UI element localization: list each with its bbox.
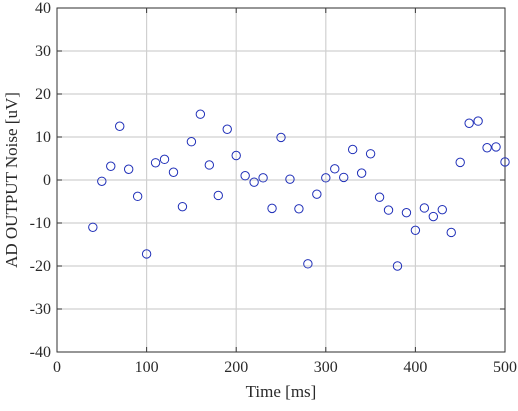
data-point bbox=[455, 157, 465, 168]
data-point bbox=[294, 204, 304, 214]
data-point bbox=[330, 164, 340, 174]
y-tick-label: -40 bbox=[30, 344, 51, 361]
data-point bbox=[106, 161, 116, 171]
y-tick-label: 20 bbox=[35, 86, 51, 103]
y-tick-label: -10 bbox=[30, 215, 51, 232]
x-tick-label: 300 bbox=[314, 359, 338, 376]
data-points bbox=[88, 109, 510, 271]
data-point bbox=[321, 173, 331, 183]
grid-lines bbox=[56, 7, 506, 353]
data-point bbox=[240, 171, 250, 181]
data-point bbox=[132, 191, 143, 202]
data-point bbox=[168, 167, 179, 177]
data-point bbox=[473, 116, 483, 126]
data-point bbox=[177, 201, 188, 212]
data-point bbox=[88, 222, 98, 233]
x-tick-label: 0 bbox=[53, 359, 61, 376]
data-point bbox=[347, 144, 358, 155]
x-tick-label: 100 bbox=[135, 359, 159, 376]
data-point bbox=[97, 176, 107, 186]
y-tick-label: -20 bbox=[30, 258, 51, 275]
data-point bbox=[392, 261, 403, 271]
data-point bbox=[123, 164, 134, 174]
data-point bbox=[285, 174, 295, 184]
data-point bbox=[428, 211, 439, 222]
data-point bbox=[446, 227, 456, 238]
data-point bbox=[195, 109, 206, 119]
data-point bbox=[410, 225, 421, 236]
y-tick-label: 30 bbox=[35, 43, 51, 60]
y-tick-label: 10 bbox=[35, 129, 51, 146]
x-tick-label: 400 bbox=[403, 359, 427, 376]
data-point bbox=[276, 132, 286, 143]
data-point bbox=[500, 157, 510, 167]
data-point bbox=[267, 203, 277, 214]
data-point bbox=[356, 168, 367, 178]
data-point bbox=[437, 204, 447, 215]
data-point bbox=[303, 259, 313, 269]
x-axis-label: Time [ms] bbox=[246, 382, 317, 401]
y-tick-label: 40 bbox=[35, 0, 51, 17]
data-point bbox=[339, 172, 349, 183]
data-point bbox=[365, 149, 376, 159]
data-point bbox=[141, 249, 152, 259]
data-point bbox=[249, 177, 259, 187]
y-tick-label: 0 bbox=[43, 172, 51, 189]
data-point bbox=[419, 203, 430, 213]
x-tick-label: 200 bbox=[224, 359, 248, 376]
y-tick-label: -30 bbox=[30, 301, 51, 318]
data-point bbox=[222, 124, 232, 134]
data-point bbox=[150, 158, 161, 168]
y-axis-label: AD OUTPUT Noise [uV] bbox=[2, 92, 21, 268]
data-point bbox=[401, 207, 412, 218]
data-point bbox=[312, 189, 322, 199]
data-point bbox=[383, 205, 394, 215]
data-point bbox=[231, 150, 241, 161]
data-point bbox=[258, 173, 268, 183]
data-point bbox=[464, 118, 474, 128]
data-point bbox=[159, 154, 170, 165]
data-point bbox=[204, 160, 215, 170]
x-tick-label: 500 bbox=[493, 359, 517, 376]
data-point bbox=[115, 121, 125, 131]
data-point bbox=[374, 192, 385, 202]
data-point bbox=[213, 190, 223, 201]
data-point bbox=[482, 143, 492, 153]
data-point bbox=[491, 142, 501, 152]
axis-ticks: 0 100 200 300 400 500 -40 -30 -20 -10 0 10 20 30 40 bbox=[30, 0, 517, 376]
data-point bbox=[186, 137, 197, 147]
